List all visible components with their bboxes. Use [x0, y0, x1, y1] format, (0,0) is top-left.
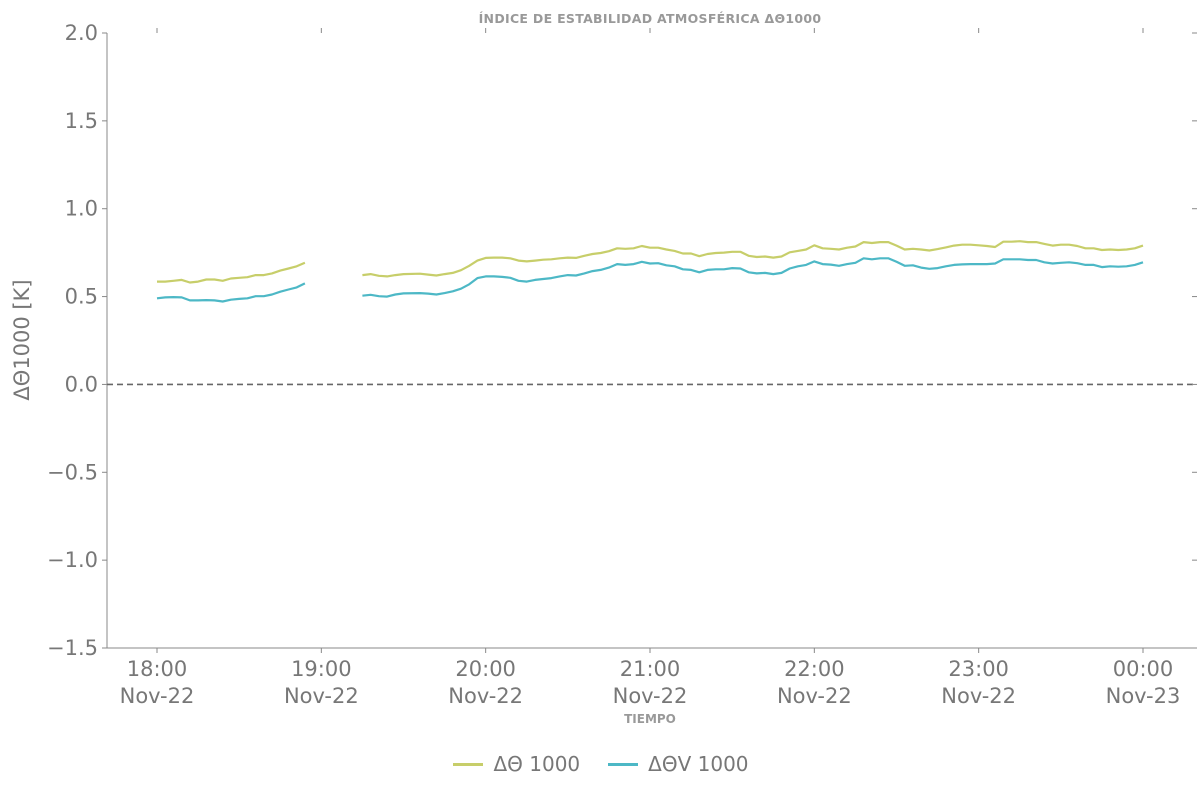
legend-swatch [608, 762, 639, 766]
x-tick-label-date: Nov-22 [120, 684, 195, 708]
legend-label: ΔΘ 1000 [493, 752, 581, 776]
x-tick-label-date: Nov-22 [448, 684, 523, 708]
y-tick-label: 1.5 [65, 109, 98, 133]
y-tick-label: 2.0 [65, 21, 98, 45]
series-line-delta-theta-v-segment [362, 257, 1144, 298]
x-tick-label-date: Nov-22 [777, 684, 852, 708]
x-tick-label-date: Nov-23 [1106, 684, 1181, 708]
y-tick-label: 1.0 [65, 197, 98, 221]
x-tick-label-time: 21:00 [620, 657, 681, 681]
legend: ΔΘ 1000 ΔΘV 1000 [0, 752, 1202, 776]
x-axis-ticks: 18:00 Nov-22 19:00 Nov-22 20:00 Nov-22 21:00 No… [120, 28, 1181, 708]
legend-label: ΔΘV 1000 [648, 752, 749, 776]
plot-frame [106, 33, 1197, 649]
x-tick-label-date: Nov-22 [941, 684, 1016, 708]
y-tick-label: −1.5 [47, 636, 98, 660]
x-tick-label-time: 18:00 [127, 657, 188, 681]
y-axis-title: ΔΘ1000 [K] [10, 279, 34, 400]
series-line-delta-theta-segment [157, 261, 306, 284]
chart-title: ÍNDICE DE ESTABILIDAD ATMOSFÉRICA ΔΘ1000 [479, 11, 822, 26]
y-tick-label: 0.5 [65, 285, 98, 309]
x-axis-title: TIEMPO [624, 712, 676, 726]
series-line-delta-theta-v-segment [156, 282, 306, 303]
legend-item: ΔΘV 1000 [608, 752, 749, 776]
legend-item: ΔΘ 1000 [453, 752, 580, 776]
x-tick-label-date: Nov-22 [284, 684, 359, 708]
y-tick-label: −0.5 [47, 460, 98, 484]
series-lines [156, 240, 1144, 303]
legend-swatch [453, 762, 484, 766]
y-tick-label: 0.0 [65, 372, 98, 396]
x-tick-label-time: 23:00 [948, 657, 1009, 681]
x-tick-label-time: 19:00 [291, 657, 352, 681]
x-tick-label-time: 00:00 [1113, 657, 1174, 681]
x-tick-label-time: 20:00 [455, 657, 516, 681]
x-tick-label-date: Nov-22 [613, 684, 688, 708]
y-tick-label: −1.0 [47, 548, 98, 572]
x-tick-label-time: 22:00 [784, 657, 845, 681]
y-axis-ticks: 2.0 1.5 1.0 0.5 0.0 −0.5 −1.0 −1.5 [47, 21, 1197, 660]
series-line-delta-theta-segment [362, 240, 1144, 278]
